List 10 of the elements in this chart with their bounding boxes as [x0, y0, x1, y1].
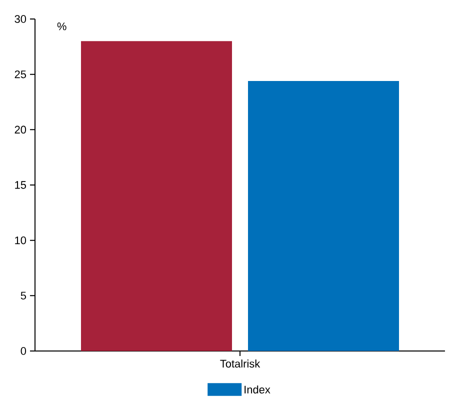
- y-tick-label: 10: [15, 236, 26, 244]
- y-tick-label: 30: [14, 15, 26, 23]
- x-tick-label: Totalrisk: [220, 360, 260, 368]
- y-tick-label: 20: [14, 126, 26, 134]
- legend-label: Index: [244, 385, 270, 394]
- y-axis-title: %: [57, 22, 66, 30]
- y-tick-label: 5: [20, 292, 26, 300]
- y-tick-label: 0: [20, 347, 26, 355]
- y-tick-label: 15: [15, 181, 26, 189]
- y-tick-label: 25: [14, 70, 26, 78]
